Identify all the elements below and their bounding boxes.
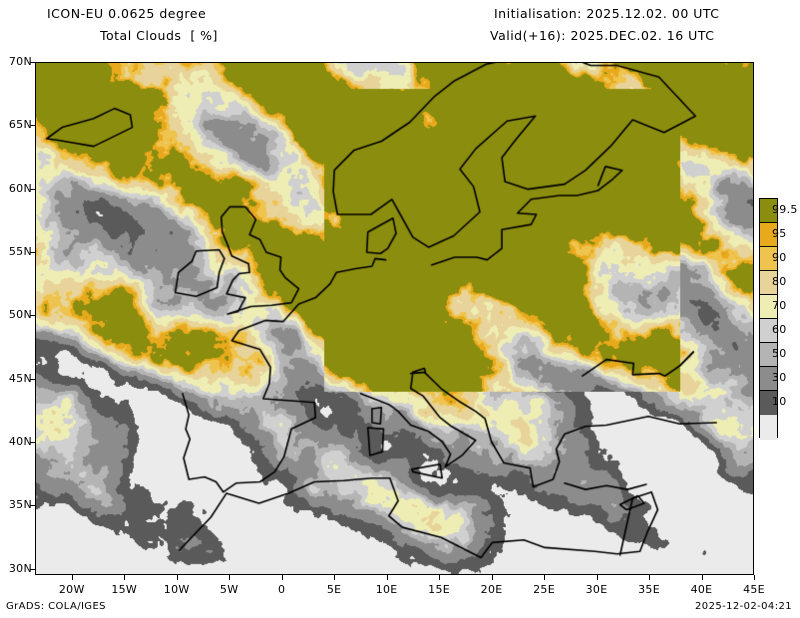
y-axis-label: 35N [8, 498, 32, 512]
grads-credit: GrADS: COLA/IGES [6, 601, 106, 612]
x-axis-label: 15E [428, 583, 451, 596]
x-axis-label: 10W [163, 583, 190, 596]
colorbar-tick [759, 294, 778, 295]
colorbar-tick [759, 390, 778, 391]
x-tick [71, 575, 73, 580]
colorbar-segment [760, 271, 777, 296]
y-tick [30, 315, 35, 317]
colorbar-segment [760, 199, 777, 224]
colorbar-tick [759, 366, 778, 367]
model-title: ICON-EU 0.0625 degree [47, 6, 207, 21]
colorbar-tick [759, 318, 778, 319]
x-tick [701, 575, 703, 580]
colorbar-segment [760, 247, 777, 272]
x-tick [176, 575, 178, 580]
y-axis-label: 65N [8, 118, 32, 132]
colorbar-label: 70 [772, 299, 787, 312]
x-tick [544, 575, 546, 580]
x-axis-label: 20E [480, 583, 503, 596]
x-tick [334, 575, 336, 580]
x-axis-label: 5W [219, 583, 239, 596]
cloud-cover-heatmap [36, 63, 753, 574]
y-tick [30, 252, 35, 253]
x-axis-label: 40E [690, 583, 713, 596]
colorbar-tick [759, 246, 778, 247]
x-axis-label: 35E [638, 583, 660, 596]
y-tick [30, 62, 35, 63]
colorbar-segment [760, 343, 777, 368]
colorbar-tick [759, 222, 778, 223]
x-tick [281, 575, 283, 580]
valid-time-label: Valid(+16): 2025.DEC.02. 16 UTC [490, 28, 715, 43]
colorbar-tick [759, 342, 778, 343]
y-tick [30, 442, 35, 443]
x-axis-label: 20W [58, 583, 85, 596]
y-axis-label: 60N [8, 181, 32, 195]
map-plot-area[interactable] [35, 62, 754, 575]
field-title: Total Clouds [ %] [100, 28, 218, 43]
y-axis-label: 30N [8, 561, 32, 575]
colorbar-label: 60 [772, 323, 787, 336]
colorbar-segment [760, 367, 777, 392]
y-tick [30, 188, 35, 190]
colorbar-label: 90 [772, 251, 787, 264]
x-tick [386, 575, 388, 580]
colorbar-label: 80 [772, 275, 787, 288]
x-axis-label: 5E [326, 583, 342, 596]
x-axis-label: 30E [585, 583, 608, 596]
x-tick [491, 575, 493, 580]
render-timestamp: 2025-12-02-04:21 [695, 601, 792, 612]
initialisation-label: Initialisation: 2025.12.02. 00 UTC [494, 6, 720, 21]
x-tick [596, 575, 598, 580]
y-axis-label: 70N [8, 55, 32, 68]
y-tick [30, 568, 35, 570]
colorbar-segment [760, 319, 777, 344]
colorbar-segment [760, 223, 777, 248]
colorbar-label: 30 [772, 371, 787, 384]
colorbar-segment [760, 415, 777, 440]
colorbar-segment [760, 391, 777, 416]
y-tick [30, 505, 35, 507]
colorbar-label: 50 [772, 347, 787, 360]
x-tick [649, 575, 651, 580]
colorbar-label: 95 [772, 227, 787, 240]
x-tick [124, 575, 126, 580]
y-axis-label: 50N [8, 308, 32, 322]
colorbar-segment [760, 295, 777, 320]
y-tick [30, 378, 35, 380]
x-tick [229, 575, 231, 580]
y-axis-label: 55N [8, 245, 32, 258]
x-tick [439, 575, 441, 580]
y-axis-label: 40N [8, 435, 32, 448]
x-axis-label: 25E [533, 583, 555, 596]
colorbar-tick [759, 270, 778, 271]
x-tick [754, 575, 755, 580]
x-axis-label: 0 [278, 583, 286, 596]
colorbar-label: 99.5 [772, 203, 798, 216]
x-axis-label: 45E [743, 583, 765, 596]
y-tick [30, 125, 35, 127]
x-axis-label: 10E [375, 583, 398, 596]
colorbar-label: 10 [772, 395, 787, 408]
x-axis-label: 15W [111, 583, 138, 596]
y-axis-label: 45N [8, 371, 32, 385]
